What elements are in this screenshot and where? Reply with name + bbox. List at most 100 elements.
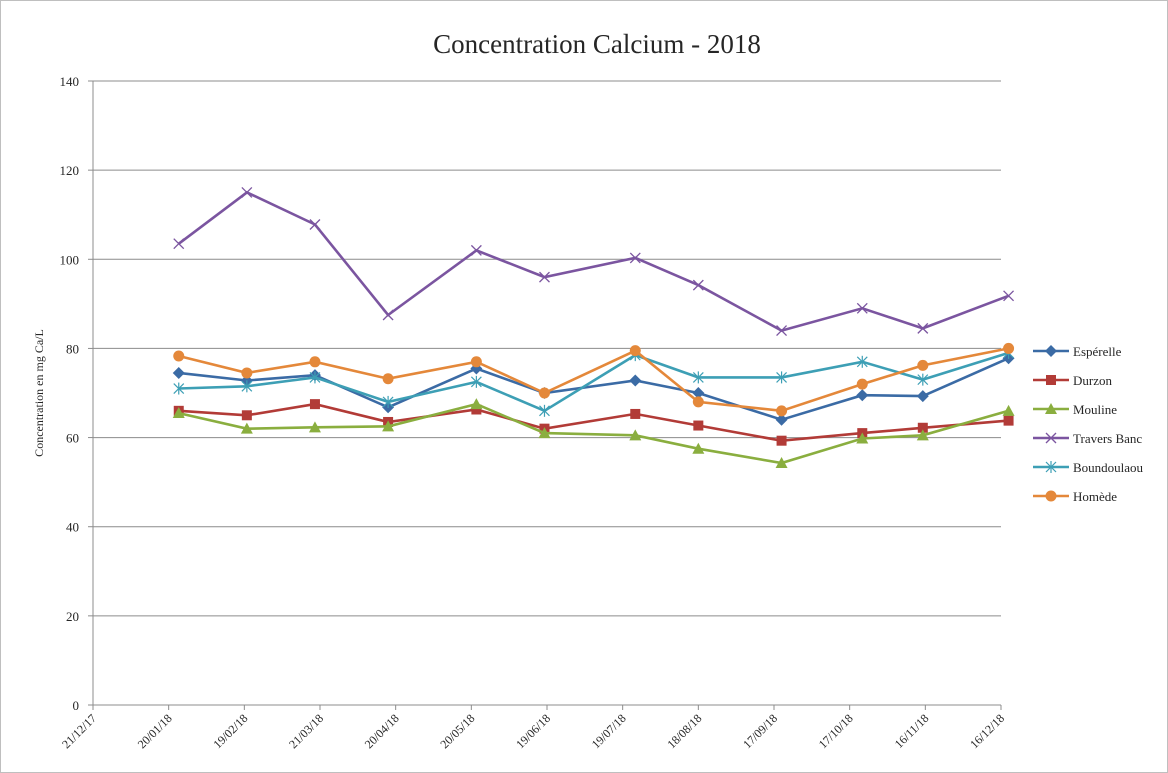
series-line <box>178 402 1009 443</box>
x-tick-label: 19/02/18 <box>210 711 250 751</box>
data-point <box>856 302 868 314</box>
data-point <box>629 429 642 441</box>
axes <box>88 80 1002 710</box>
legend: Espérelle Durzon Mouline Travers Banc Boundo… <box>1033 344 1144 504</box>
data-point <box>172 366 185 379</box>
data-point <box>538 427 551 439</box>
data-point <box>916 429 929 441</box>
y-tick-label: 120 <box>60 163 80 178</box>
data-point <box>917 422 928 433</box>
legend-entry: Durzon <box>1033 373 1112 388</box>
y-tick-label: 20 <box>66 609 79 624</box>
data-point <box>240 422 253 434</box>
x-tick-labels: 21/12/17 20/01/18 19/02/18 21/03/18 20/04/18… <box>59 711 1007 751</box>
data-point <box>173 350 185 362</box>
data-point <box>1045 403 1057 414</box>
legend-entry: Mouline <box>1033 402 1117 417</box>
data-point <box>692 442 705 454</box>
x-tick-label: 21/12/17 <box>59 711 99 751</box>
y-tick-label: 60 <box>66 431 79 446</box>
series-lines <box>172 186 1015 468</box>
data-point <box>241 410 252 421</box>
data-point <box>173 382 185 395</box>
data-point <box>775 413 788 426</box>
legend-label: Mouline <box>1073 402 1117 417</box>
data-point <box>309 356 321 368</box>
y-axis-label: Concentration en mg Ca/L <box>32 329 46 457</box>
series-mouline <box>172 398 1015 468</box>
data-point <box>776 435 787 446</box>
y-tick-label: 0 <box>73 698 80 713</box>
series-line <box>178 351 1009 413</box>
chart-title: Concentration Calcium - 2018 <box>433 29 761 59</box>
data-point <box>917 359 929 371</box>
y-tick-label: 80 <box>66 341 79 356</box>
data-point <box>776 405 788 417</box>
x-tick-label: 16/12/18 <box>967 711 1007 751</box>
data-point <box>856 389 869 402</box>
data-point <box>692 396 704 408</box>
data-point <box>629 345 641 357</box>
data-point <box>856 355 868 368</box>
data-point <box>776 371 787 384</box>
legend-label: Homède <box>1073 489 1117 504</box>
data-point <box>539 271 550 283</box>
data-point <box>1045 490 1057 502</box>
legend-entry: Boundoulaou <box>1033 460 1144 475</box>
data-point <box>308 421 321 433</box>
data-point <box>382 420 395 432</box>
data-point <box>856 378 868 390</box>
legend-label: Durzon <box>1073 373 1112 388</box>
data-point <box>470 244 482 256</box>
data-point <box>1003 290 1015 302</box>
data-point <box>538 387 550 399</box>
data-point <box>382 309 394 321</box>
data-point <box>241 367 253 379</box>
data-point <box>1003 415 1014 426</box>
data-point <box>916 390 929 403</box>
series-line <box>178 190 1010 332</box>
data-point <box>309 371 321 384</box>
data-point <box>471 404 482 415</box>
data-point <box>241 186 253 198</box>
data-point <box>470 398 483 410</box>
data-point <box>1003 342 1015 354</box>
y-tick-label: 140 <box>60 74 80 89</box>
data-point <box>775 456 788 468</box>
data-point <box>470 356 482 368</box>
data-point <box>1045 461 1057 473</box>
data-point <box>1045 345 1057 357</box>
x-tick-label: 16/11/18 <box>892 711 932 751</box>
series-travers-banc <box>173 186 1015 337</box>
data-point <box>309 399 320 410</box>
data-point <box>629 374 642 387</box>
data-point <box>382 395 394 408</box>
x-tick-label: 20/04/18 <box>362 711 402 751</box>
series-durzon <box>173 399 1014 446</box>
data-point <box>1045 432 1057 444</box>
data-point <box>629 252 641 264</box>
data-point <box>1002 404 1015 416</box>
series-homède <box>173 342 1015 417</box>
x-tick-label: 21/03/18 <box>286 711 326 751</box>
data-point <box>630 408 641 419</box>
legend-label: Boundoulaou <box>1073 460 1144 475</box>
x-tick-label: 19/06/18 <box>513 711 553 751</box>
y-tick-label: 40 <box>66 520 79 535</box>
y-tick-label: 100 <box>60 252 80 267</box>
data-point <box>1046 375 1056 385</box>
series-line <box>178 347 1009 413</box>
x-tick-label: 18/08/18 <box>664 711 704 751</box>
y-tick-labels: 0 20 40 60 80 100 120 140 <box>60 74 80 713</box>
legend-label: Espérelle <box>1073 344 1122 359</box>
data-point <box>470 375 482 388</box>
data-point <box>172 407 185 419</box>
data-point <box>692 387 705 399</box>
data-point <box>539 404 550 417</box>
data-point <box>856 432 869 444</box>
x-tick-label: 20/01/18 <box>135 711 175 751</box>
legend-entry: Espérelle <box>1033 344 1122 359</box>
data-point <box>692 371 704 384</box>
x-tick-label: 19/07/18 <box>589 711 629 751</box>
